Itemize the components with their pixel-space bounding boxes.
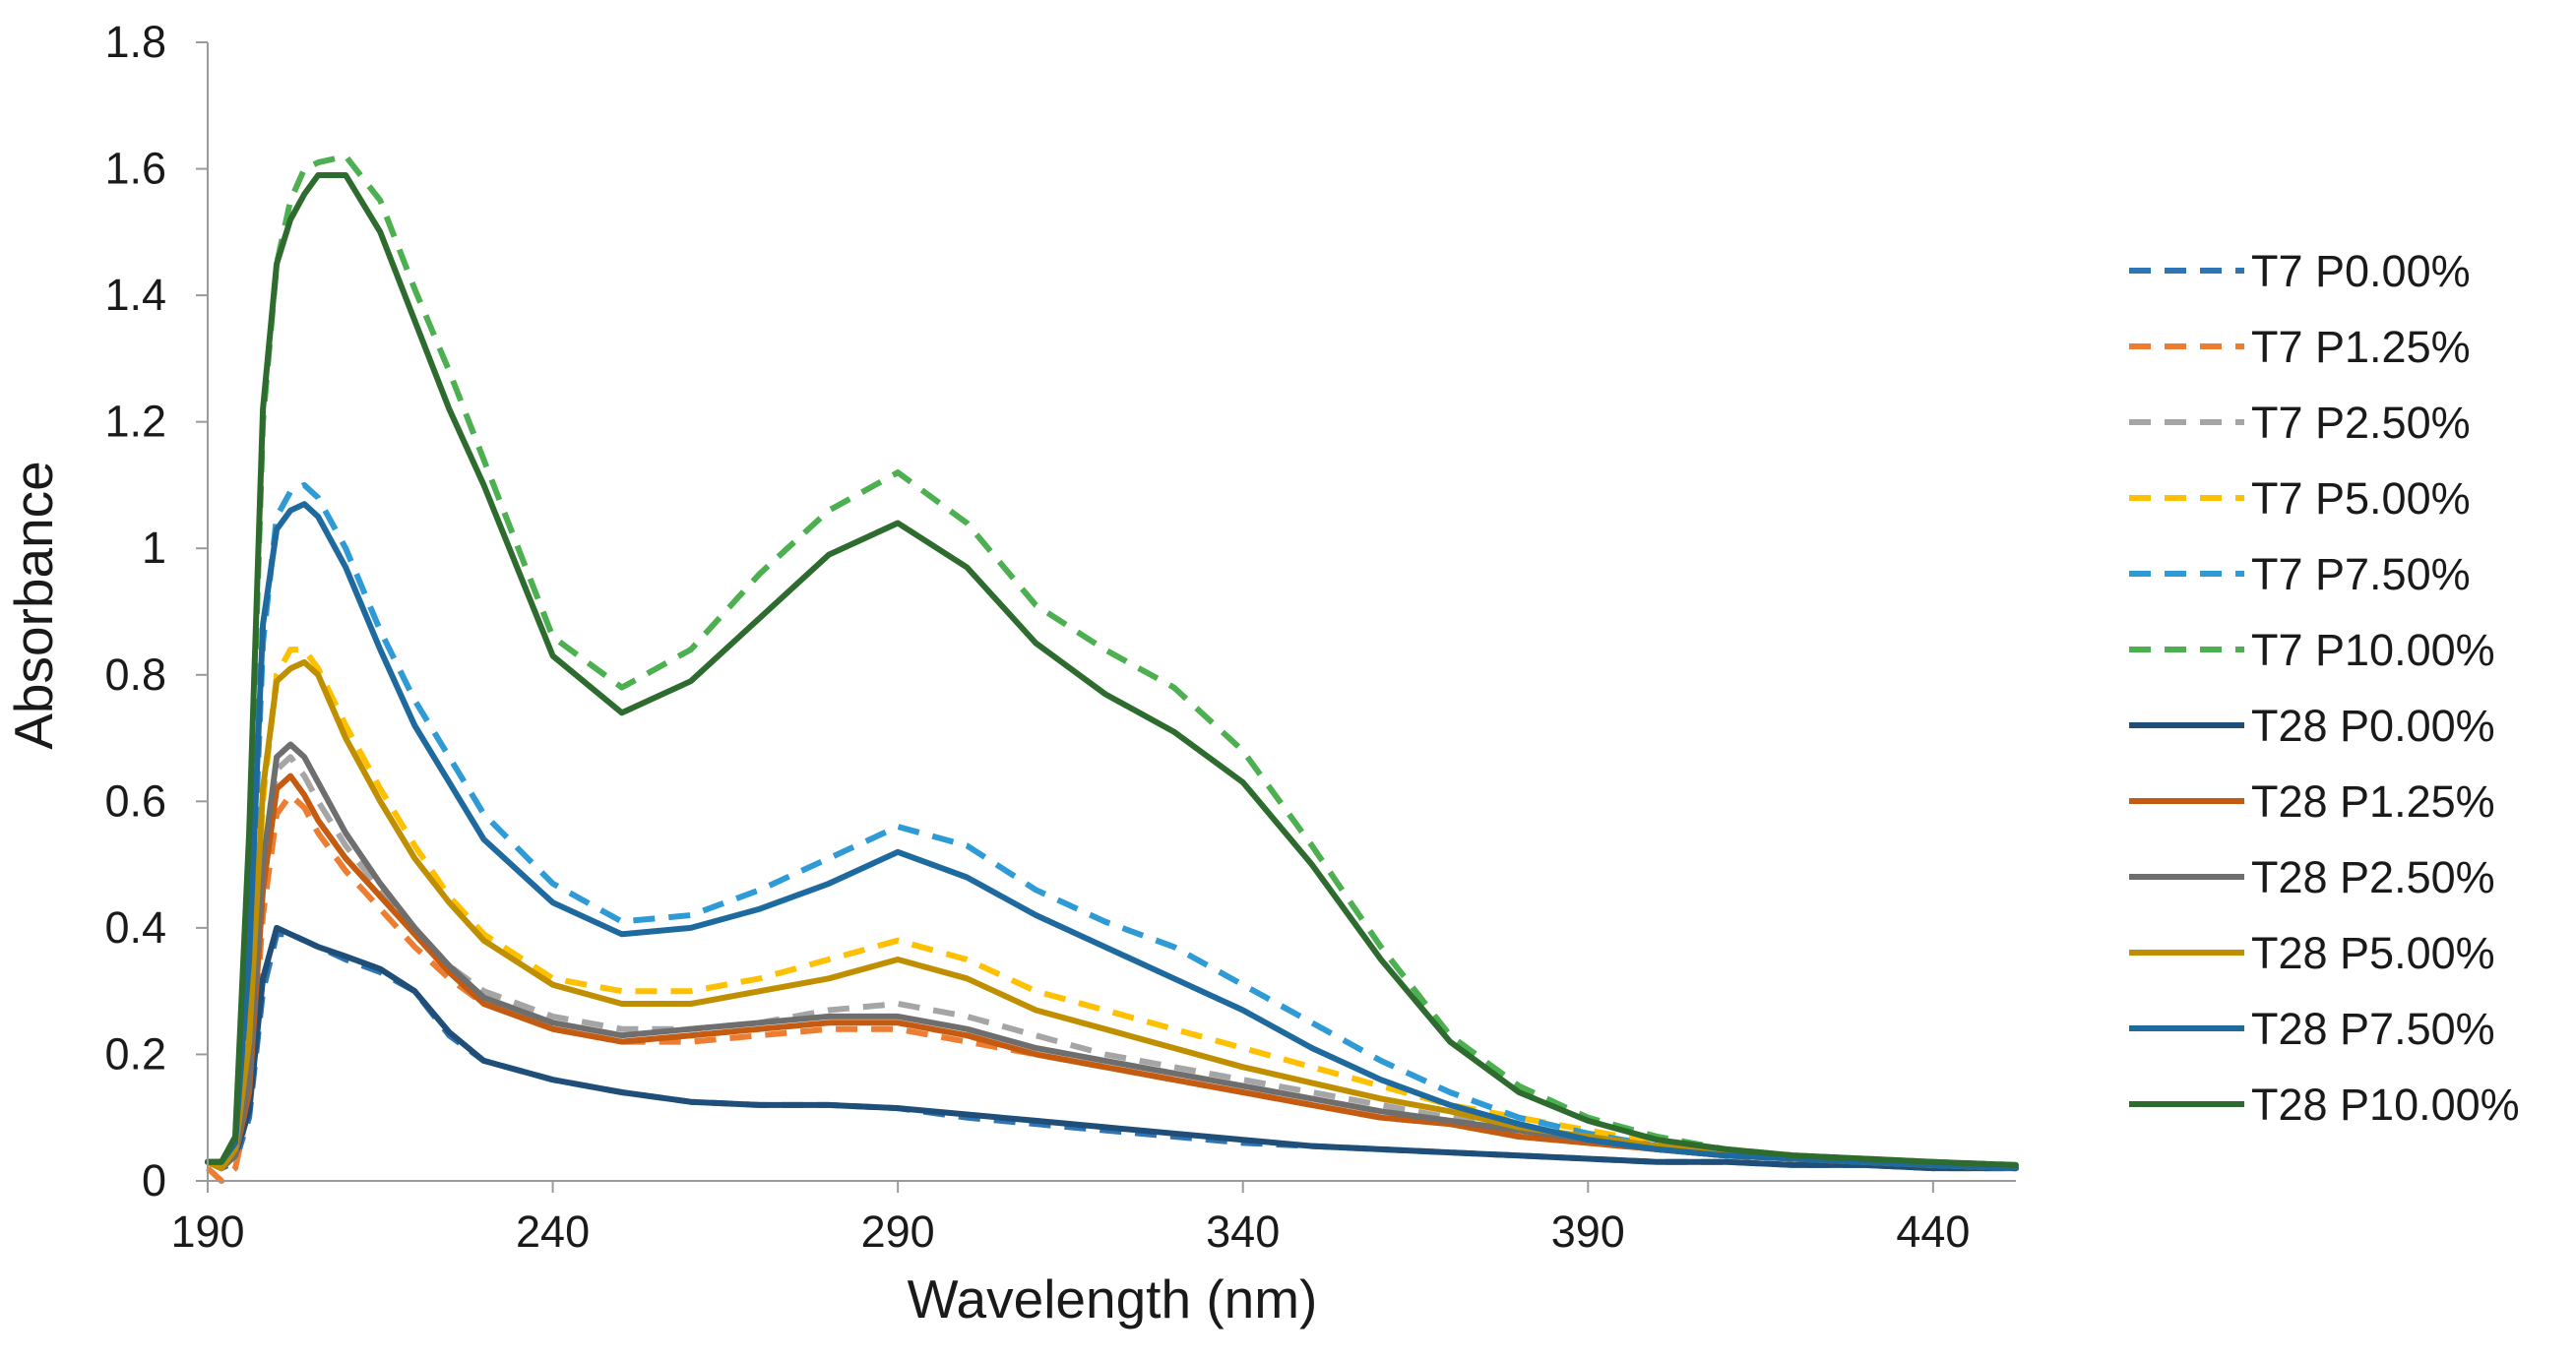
legend-label-8: T28 P1.25% [2251, 776, 2495, 827]
legend: T7 P0.00% T7 P1.25% T7 P2.50% T7 P5.00% T7 P… [2129, 246, 2520, 1130]
legend-label-2: T7 P1.25% [2251, 322, 2471, 372]
series-line-1 [206, 931, 2016, 1172]
y-tick-label: 0.6 [104, 775, 166, 826]
series-line-5 [208, 481, 2017, 1172]
legend-label-4: T7 P5.00% [2251, 473, 2471, 524]
legend-label-5: T7 P7.50% [2251, 549, 2471, 599]
y-tick-label: 1.6 [104, 144, 166, 194]
legend-label-1: T7 P0.00% [2251, 246, 2471, 296]
x-axis-title: Wavelength (nm) [908, 1268, 1318, 1329]
legend-label-9: T28 P2.50% [2251, 852, 2495, 902]
x-tick-label: 390 [1551, 1206, 1625, 1257]
legend-label-12: T28 P10.00% [2251, 1080, 2520, 1130]
series-line-7 [205, 924, 2019, 1172]
x-tick-label: 190 [170, 1206, 244, 1257]
y-tick-label: 1 [142, 523, 166, 573]
x-tick-label: 440 [1896, 1206, 1970, 1257]
y-tick-label: 0.8 [104, 649, 166, 700]
series-line-4 [206, 647, 2017, 1172]
series-line-11 [205, 501, 2019, 1172]
series-line-10 [205, 658, 2019, 1172]
plot-area [205, 153, 2019, 1184]
y-tick-label: 0.4 [104, 902, 166, 953]
y-tick-label: 1.8 [104, 17, 166, 67]
legend-label-11: T28 P7.50% [2251, 1004, 2495, 1054]
y-tick-label: 0.2 [104, 1028, 166, 1079]
y-tick-label: 0 [142, 1155, 166, 1205]
y-tick-label: 1.4 [104, 270, 166, 320]
x-tick-label: 340 [1206, 1206, 1280, 1257]
x-tick-label: 240 [516, 1206, 590, 1257]
series-line-6 [208, 153, 2017, 1168]
legend-label-7: T28 P0.00% [2251, 701, 2495, 751]
x-tick-label: 290 [861, 1206, 935, 1257]
legend-label-10: T28 P5.00% [2251, 928, 2495, 978]
series-line-12 [205, 172, 2019, 1168]
y-axis-title: Absorbance [3, 461, 64, 750]
y-tick-label: 1.2 [104, 397, 166, 447]
legend-label-6: T7 P10.00% [2251, 625, 2495, 675]
series-line-2 [205, 791, 2017, 1184]
legend-label-3: T7 P2.50% [2251, 398, 2471, 448]
series-line-3 [206, 754, 2017, 1172]
axes: 0 0.2 0.4 0.6 0.8 1 1.2 1.4 1.6 1.8 190 240 290 340 39… [104, 17, 2016, 1257]
